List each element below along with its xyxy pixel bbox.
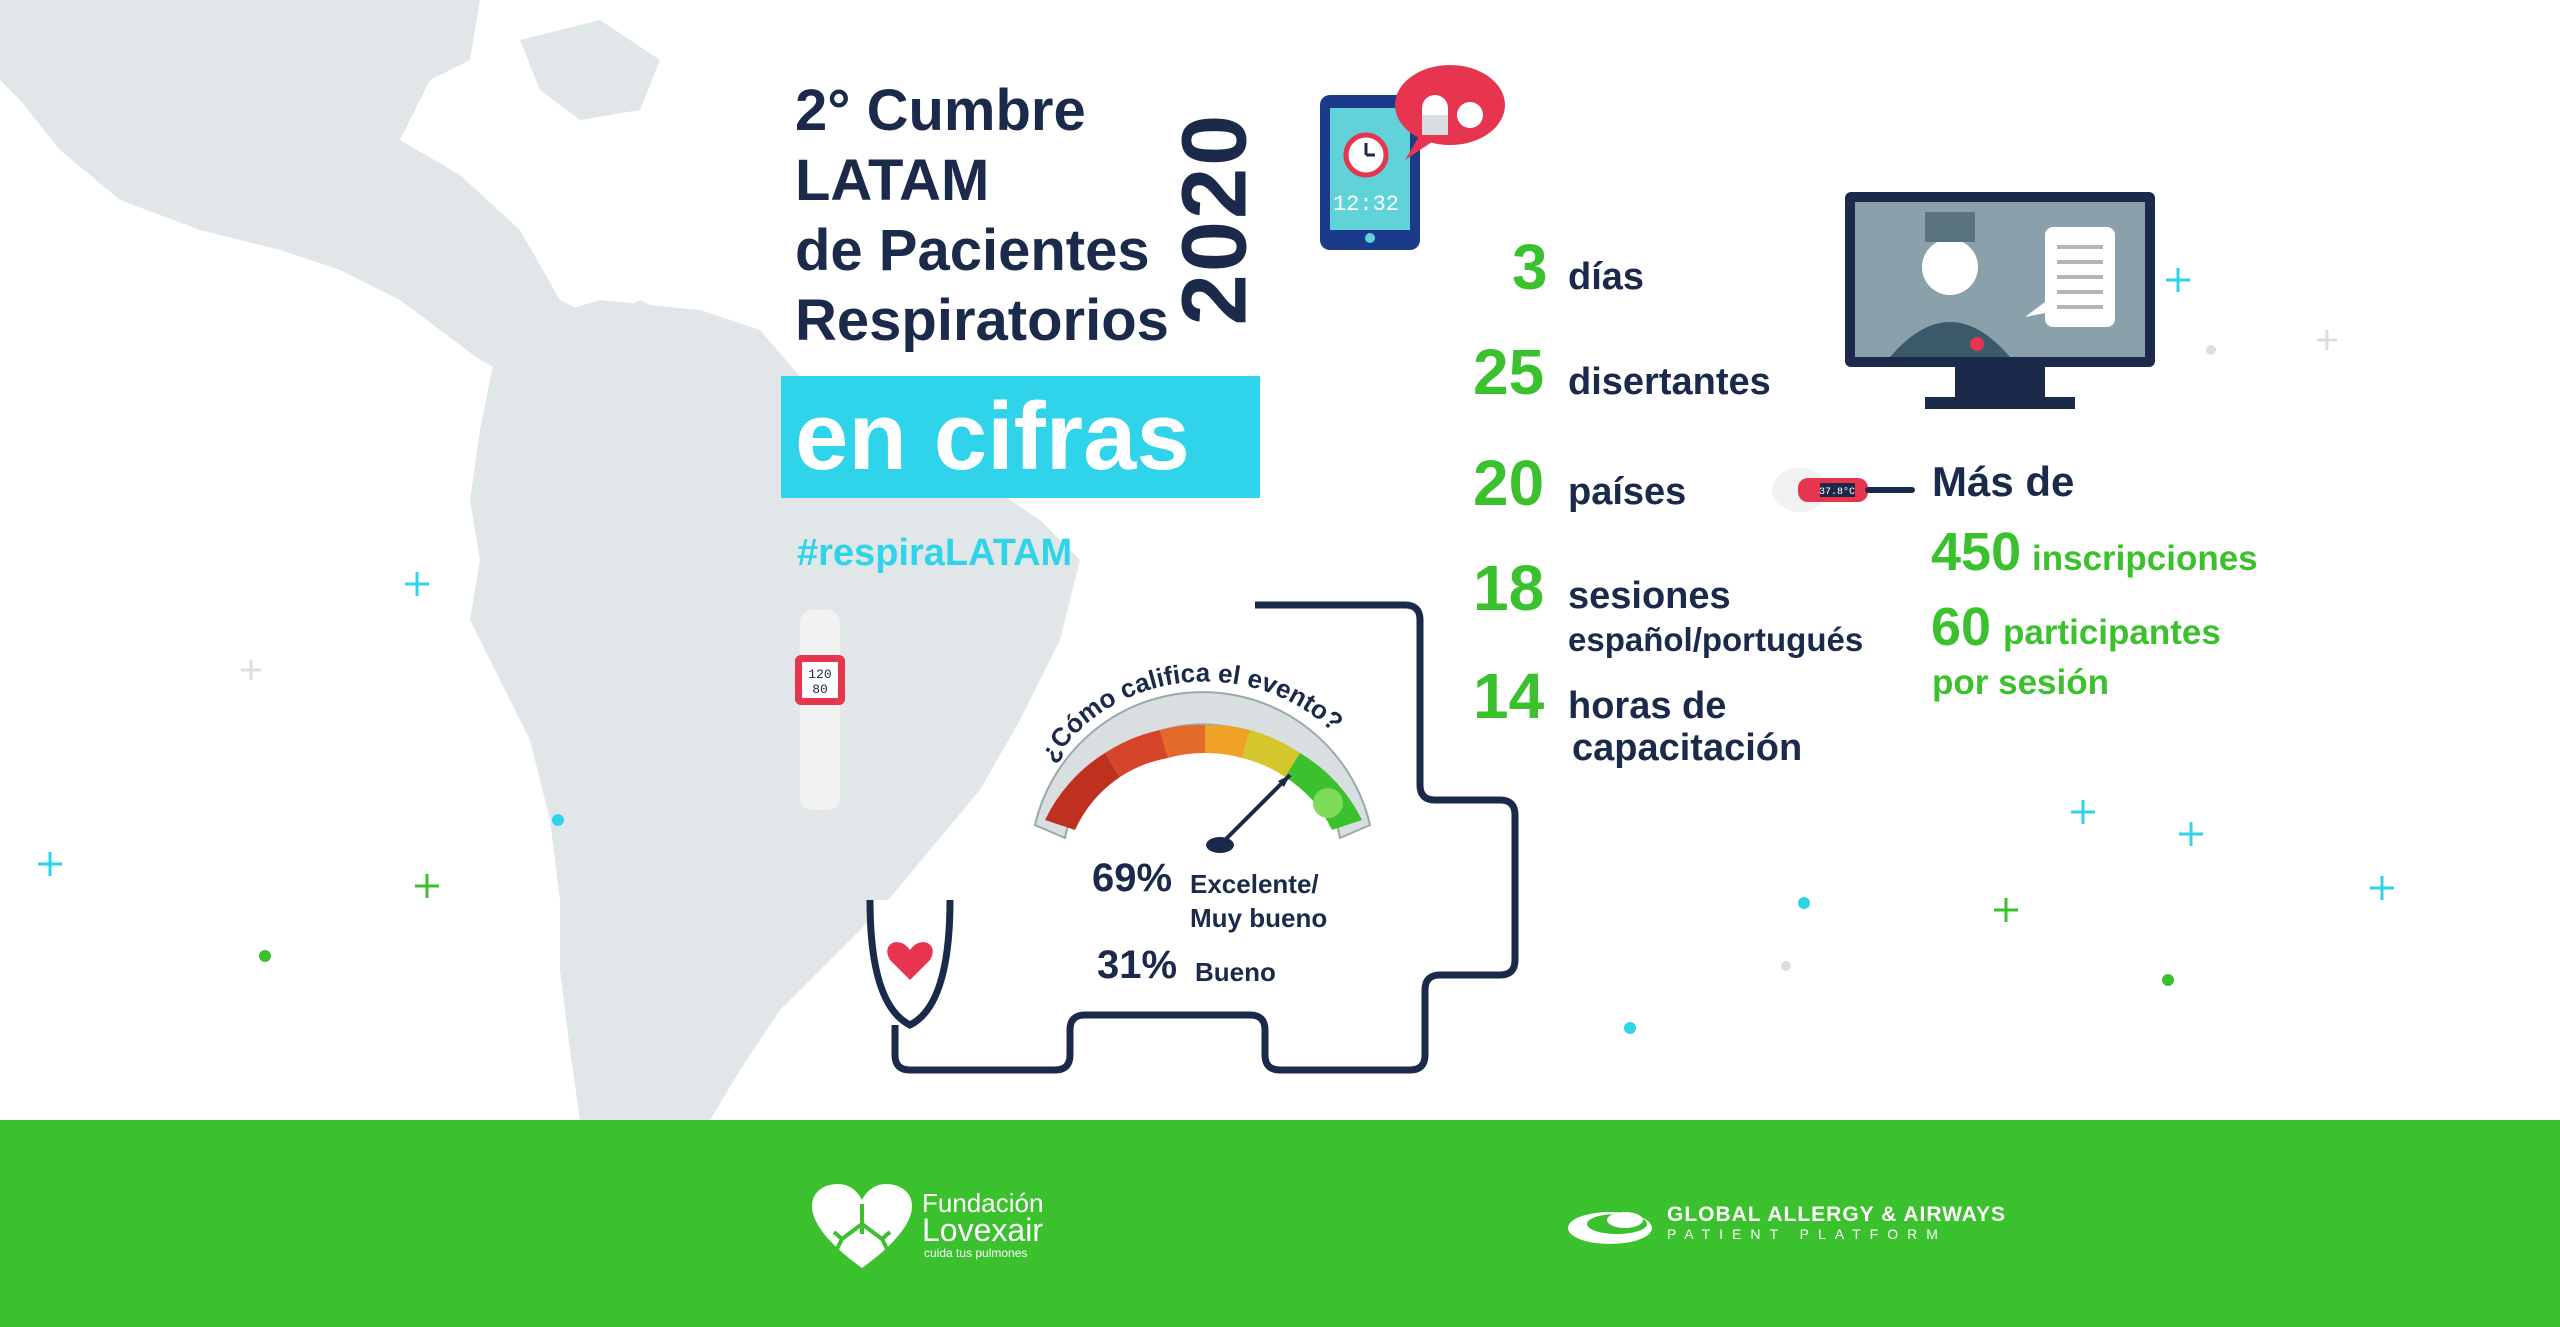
event-year: 2020	[1164, 84, 1266, 354]
lovexair-tagline: cuida tus pulmones	[924, 1246, 1028, 1260]
telemedicine-monitor-icon	[1845, 192, 2155, 409]
registrations-prefix: Más de	[1932, 458, 2075, 505]
phone-time: 12:32	[1333, 192, 1399, 217]
title-line-3: de Pacientes	[795, 218, 1150, 283]
participants-sub: por sesión	[1932, 663, 2109, 702]
stat-sessions-sub: español/portugués	[1568, 621, 1864, 658]
subtitle-text: en cifras	[795, 383, 1190, 490]
participants-label: participantes	[2003, 613, 2221, 652]
footer-bar	[0, 1120, 2560, 1327]
stat-hours-number: 14	[1473, 660, 1545, 732]
rating-good-percent: 31%	[1097, 943, 1178, 987]
title-line-1: 2° Cumbre	[795, 78, 1086, 143]
stat-countries-number: 20	[1473, 447, 1545, 519]
watch-reading-top: 120	[808, 667, 831, 682]
stat-hours-label: horas de	[1568, 685, 1727, 727]
event-year-text: 2020	[1163, 112, 1266, 326]
stethoscope-gauge-graphic: ¿Cómo califica el evento?	[866, 601, 1519, 1074]
title-line-4: Respiratorios	[795, 288, 1169, 353]
lovexair-line1: Fundación	[922, 1188, 1044, 1218]
watch-reading-bottom: 80	[812, 682, 828, 697]
registrations-count: 450	[1931, 522, 2022, 582]
rating-good-label: Bueno	[1195, 957, 1276, 987]
participants-count: 60	[1931, 597, 1992, 657]
registrations-label: inscripciones	[2032, 539, 2258, 578]
rating-excellent-label-2: Muy bueno	[1190, 903, 1328, 933]
gaapp-line2: PATIENT PLATFORM	[1667, 1226, 1947, 1242]
hashtag: #respiraLATAM	[797, 532, 1073, 574]
rating-excellent-percent: 69%	[1092, 856, 1173, 900]
stat-days-label: días	[1568, 256, 1645, 298]
title-line-2: LATAM	[795, 148, 990, 213]
gaapp-line1: GLOBAL ALLERGY & AIRWAYS	[1667, 1203, 2007, 1226]
gaapp-swoosh-icon	[1568, 1212, 1652, 1244]
lovexair-heart-lungs-icon	[812, 1184, 912, 1268]
stat-sessions-label: sesiones	[1568, 575, 1731, 617]
thermometer-icon: 37.8°C	[1772, 468, 1915, 512]
stat-speakers-number: 25	[1473, 336, 1545, 408]
stat-hours-sub: capacitación	[1572, 727, 1803, 769]
subtitle-banner: en cifras	[781, 376, 1260, 498]
stat-sessions-number: 18	[1473, 552, 1545, 624]
stat-speakers-label: disertantes	[1568, 361, 1771, 403]
blood-pressure-watch-icon: 120 80	[795, 610, 845, 810]
stat-countries-label: países	[1568, 471, 1687, 513]
phone-reminder-icon: 12:32	[1320, 65, 1505, 250]
thermometer-reading: 37.8°C	[1819, 486, 1855, 498]
stat-days-number: 3	[1512, 231, 1548, 303]
lovexair-line2: Lovexair	[922, 1212, 1043, 1248]
rating-excellent-label-1: Excelente/	[1190, 869, 1319, 899]
